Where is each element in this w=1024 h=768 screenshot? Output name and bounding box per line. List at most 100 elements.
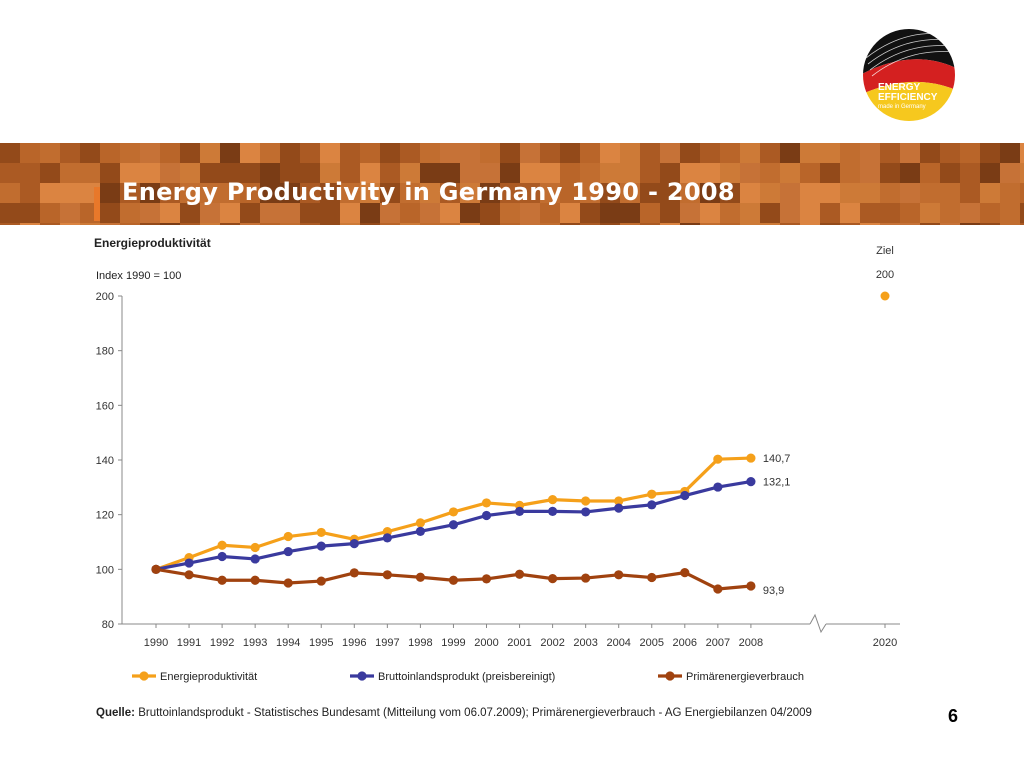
banner-cell	[1020, 203, 1024, 223]
banner-cell	[740, 183, 760, 203]
data-point	[746, 581, 755, 590]
x-tick-label: 1994	[276, 637, 300, 649]
data-point	[614, 570, 623, 579]
banner-cell	[340, 143, 360, 163]
page-number: 6	[948, 706, 958, 727]
banner-cell	[940, 143, 960, 163]
y-tick-label: 160	[96, 400, 114, 412]
x-tick-label: 2020	[873, 637, 897, 649]
banner-cell	[900, 163, 920, 183]
banner-cell	[780, 203, 800, 223]
banner-cell	[40, 183, 60, 203]
x-tick-label: 1990	[144, 637, 168, 649]
end-value-label: 132,1	[763, 477, 791, 489]
title-accent-bar	[94, 187, 100, 221]
banner-cell	[900, 203, 920, 223]
banner-cell	[560, 203, 580, 223]
data-point	[350, 539, 359, 548]
data-point	[449, 507, 458, 516]
energy-productivity-chart: EnergieproduktivitätIndex 1990 = 1008010…	[0, 225, 1024, 705]
banner-cell	[560, 143, 580, 163]
data-point	[284, 578, 293, 587]
banner-cell	[800, 183, 820, 203]
x-tick-label: 1993	[243, 637, 267, 649]
banner-cell	[300, 203, 320, 223]
banner-cell	[0, 203, 20, 223]
banner-cell	[960, 183, 980, 203]
y-tick-label: 140	[96, 455, 114, 467]
banner-cell	[0, 143, 20, 163]
data-point	[284, 547, 293, 556]
banner-cell	[980, 143, 1000, 163]
banner-cell	[460, 143, 480, 163]
banner-cell	[980, 203, 1000, 223]
banner-cell	[800, 203, 820, 223]
banner-cell	[320, 203, 340, 223]
data-point	[383, 570, 392, 579]
banner-cell	[740, 143, 760, 163]
chart-subtitle: Index 1990 = 100	[96, 270, 181, 282]
x-tick-label: 1991	[177, 637, 201, 649]
banner-cell	[800, 163, 820, 183]
data-point	[713, 482, 722, 491]
legend-marker	[665, 671, 674, 680]
data-point	[515, 507, 524, 516]
data-point	[515, 570, 524, 579]
data-point	[317, 542, 326, 551]
x-tick-label: 1995	[309, 637, 333, 649]
data-point	[350, 568, 359, 577]
y-tick-label: 100	[96, 564, 114, 576]
source-label: Quelle:	[96, 707, 135, 719]
banner-cell	[40, 163, 60, 183]
data-point	[184, 570, 193, 579]
banner-cell	[820, 143, 840, 163]
banner-cell	[400, 143, 420, 163]
banner-cell	[20, 183, 40, 203]
banner-cell	[200, 143, 220, 163]
data-point	[548, 507, 557, 516]
banner-cell	[660, 143, 680, 163]
end-value-label: 93,9	[763, 585, 784, 597]
data-point	[251, 576, 260, 585]
banner-cell	[120, 143, 140, 163]
x-axis-break	[810, 615, 826, 632]
banner-cell	[160, 203, 180, 223]
banner-cell	[940, 163, 960, 183]
banner-cell	[600, 143, 620, 163]
banner-cell	[180, 203, 200, 223]
page-title: Energy Productivity in Germany 1990 - 20…	[122, 178, 735, 206]
banner-cell	[420, 203, 440, 223]
banner-cell	[980, 163, 1000, 183]
banner-cell	[60, 143, 80, 163]
banner-cell	[940, 203, 960, 223]
banner-cell	[260, 203, 280, 223]
banner-cell	[760, 163, 780, 183]
legend-label: Energieproduktivität	[160, 671, 257, 683]
banner-cell	[280, 143, 300, 163]
x-tick-label: 2007	[706, 637, 730, 649]
legend-label: Primärenergieverbrauch	[686, 671, 804, 683]
banner-cell	[20, 203, 40, 223]
x-tick-label: 2003	[573, 637, 597, 649]
banner-cell	[80, 163, 100, 183]
banner-cell	[600, 203, 620, 223]
banner-cell	[620, 203, 640, 223]
banner-cell	[1000, 183, 1020, 203]
banner-cell	[60, 203, 80, 223]
banner-cell	[80, 143, 100, 163]
data-point	[482, 511, 491, 520]
banner-cell	[960, 203, 980, 223]
source-note: Quelle: Bruttoinlandsprodukt - Statistis…	[96, 707, 812, 719]
banner-cell	[640, 143, 660, 163]
data-point	[482, 498, 491, 507]
banner-cell	[360, 203, 380, 223]
logo-line-efficiency: EFFICIENCY	[878, 92, 937, 103]
data-point	[746, 477, 755, 486]
legend-marker	[139, 671, 148, 680]
banner-cell	[20, 143, 40, 163]
banner-cell	[380, 203, 400, 223]
data-point	[581, 496, 590, 505]
y-tick-label: 180	[96, 346, 114, 358]
banner-cell	[820, 203, 840, 223]
data-point	[151, 565, 160, 574]
